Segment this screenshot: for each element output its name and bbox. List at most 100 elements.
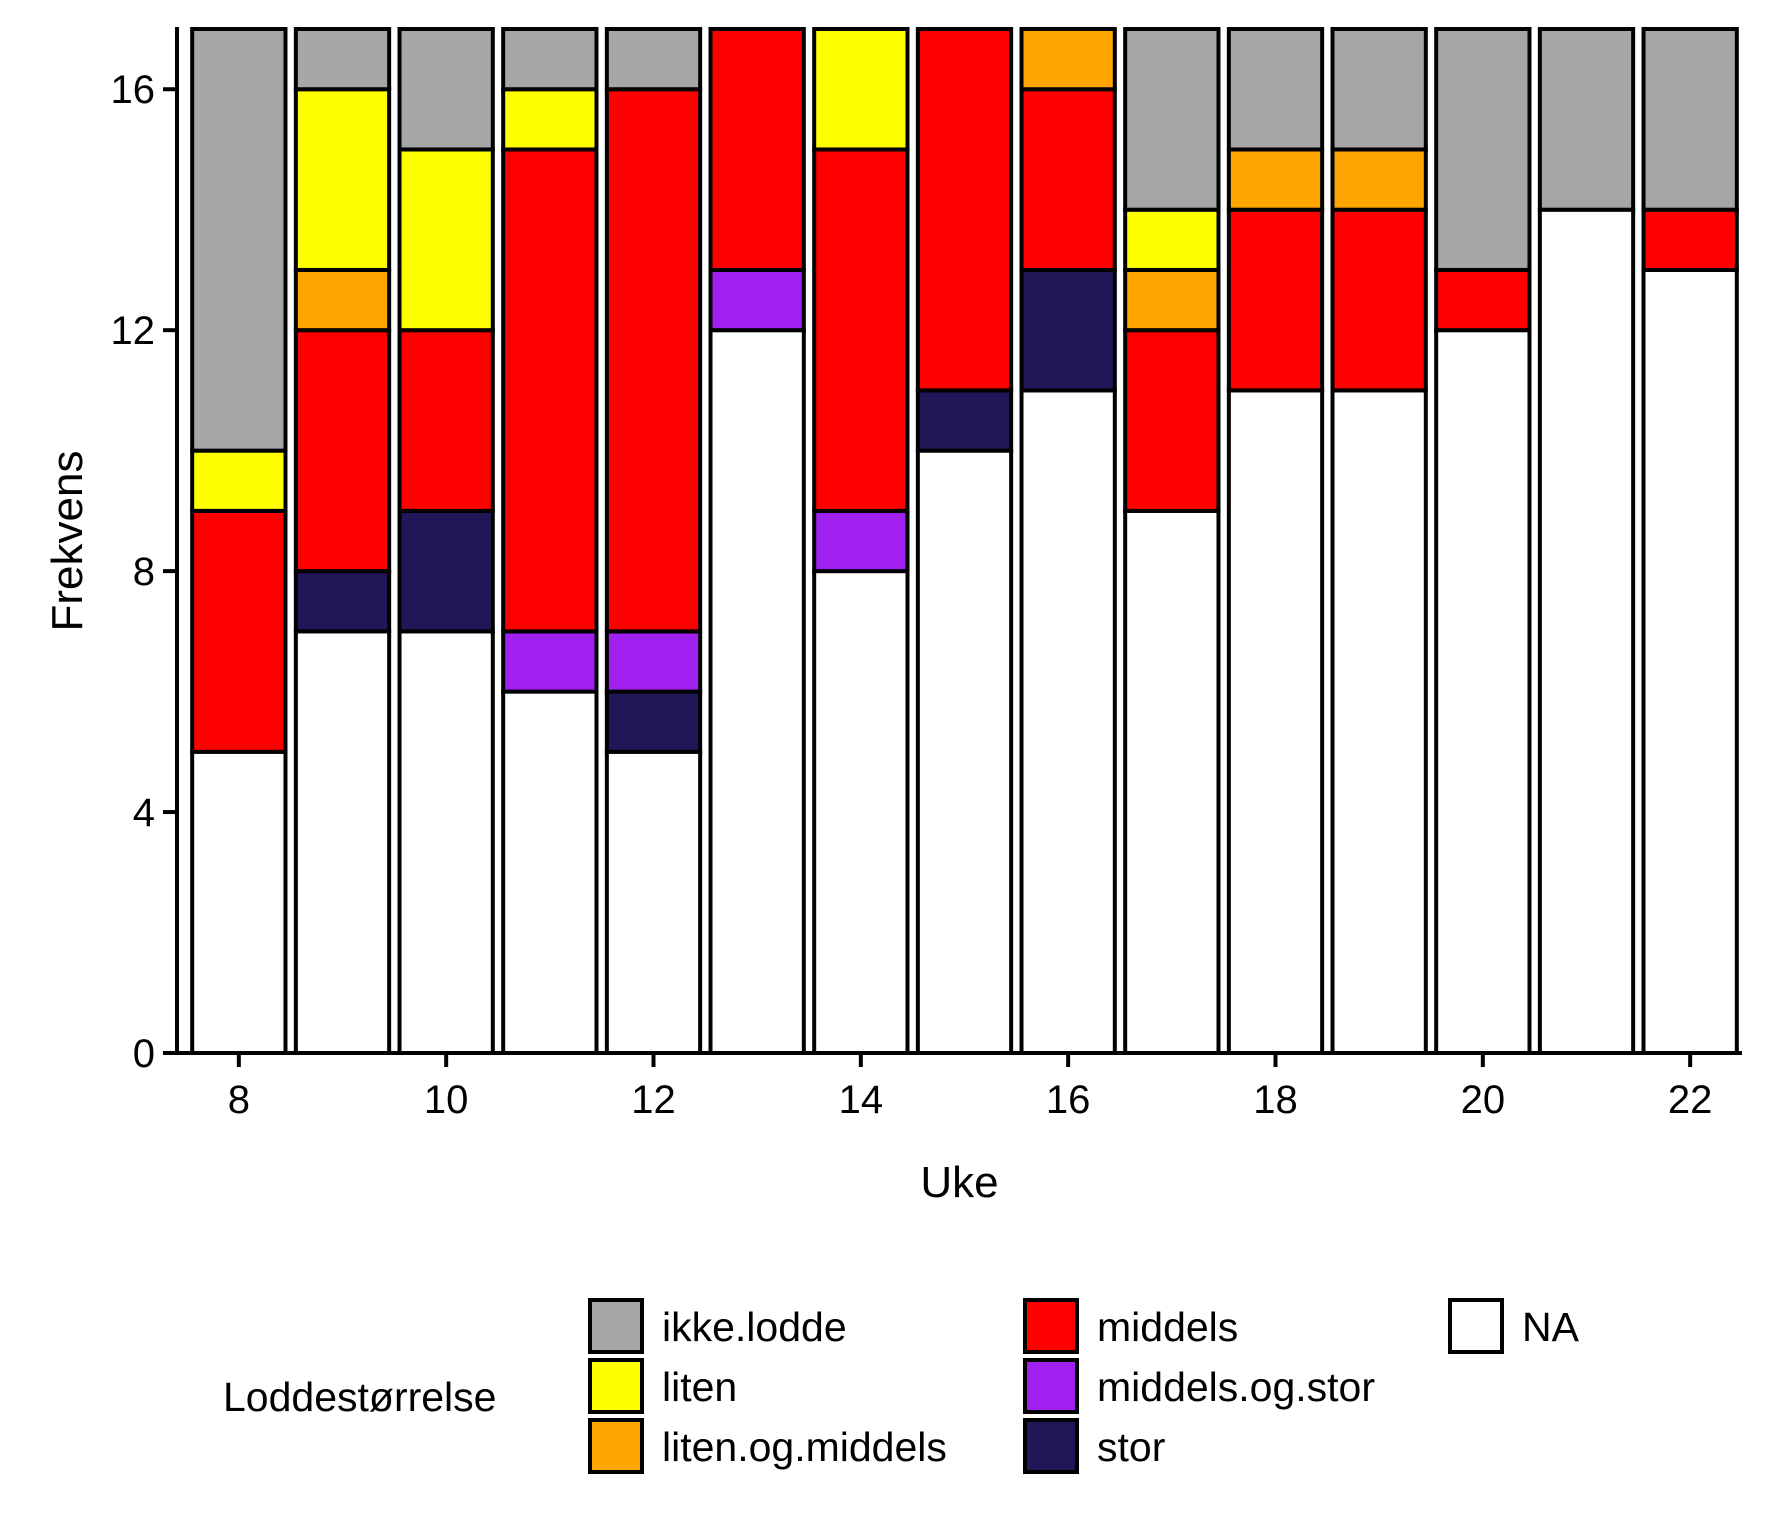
bar-segment-middels — [293, 328, 392, 574]
bar-week-11 — [501, 27, 599, 1056]
bar-segment-NA — [1019, 388, 1117, 1056]
bar-segment-stor — [604, 689, 703, 754]
bar-segment-ikke-lodde — [1123, 27, 1221, 212]
bar-segment-liten — [812, 27, 910, 152]
bar-segment-middels — [1226, 207, 1325, 393]
legend-swatch — [1023, 1358, 1079, 1414]
legend-swatch — [1023, 1418, 1079, 1474]
bar-segment-NA — [1434, 328, 1532, 1056]
bar-segment-liten — [397, 147, 495, 333]
bar-segment-liten-og-middels — [1330, 147, 1428, 212]
y-tick-label: 12 — [111, 309, 156, 353]
legend-label: liten.og.middels — [662, 1424, 947, 1470]
bar-week-12 — [604, 27, 703, 1056]
x-tick-label: 8 — [228, 1078, 250, 1122]
bar-week-20 — [1434, 27, 1532, 1056]
legend-swatch — [1023, 1298, 1079, 1354]
bar-segment-ikke-lodde — [1434, 27, 1532, 272]
legend-swatch — [1448, 1298, 1504, 1354]
x-tick-label: 10 — [424, 1078, 469, 1122]
bar-segment-NA — [604, 749, 703, 1056]
bar-segment-stor — [397, 508, 495, 634]
bar-segment-middels — [708, 27, 806, 272]
x-tick-label: 22 — [1668, 1078, 1713, 1122]
bar-week-15 — [915, 27, 1014, 1056]
legend-item-middels-og-stor: middels.og.stor — [1023, 1358, 1375, 1414]
bar-week-9 — [293, 27, 392, 1056]
bar-week-14 — [812, 27, 910, 1056]
x-tick-label: 20 — [1461, 1078, 1506, 1122]
bar-segment-middels-og-stor — [812, 508, 910, 574]
bar-segment-middels — [1019, 87, 1117, 272]
legend-label: middels.og.stor — [1097, 1364, 1375, 1410]
bar-week-16 — [1019, 27, 1117, 1056]
bar-segment-middels — [190, 508, 288, 754]
bar-segment-liten-og-middels — [1123, 267, 1221, 333]
bar-segment-middels-og-stor — [604, 629, 703, 694]
bar-segment-middels — [915, 27, 1014, 393]
bar-segment-middels — [1641, 207, 1739, 272]
bar-week-13 — [708, 27, 806, 1056]
legend-item-middels: middels — [1023, 1298, 1238, 1354]
bar-segment-NA — [1641, 267, 1739, 1055]
bar-segment-ikke-lodde — [604, 27, 703, 92]
bar-segment-ikke-lodde — [1641, 27, 1739, 212]
bar-segment-ikke-lodde — [1330, 27, 1428, 152]
bar-segment-ikke-lodde — [190, 27, 288, 453]
bar-segment-stor — [293, 569, 392, 634]
legend-item-stor: stor — [1023, 1418, 1165, 1474]
bar-segment-ikke-lodde — [397, 27, 495, 152]
legend-label: ikke.lodde — [662, 1304, 847, 1350]
bar-segment-liten-og-middels — [1226, 147, 1325, 212]
bar-segment-liten — [1123, 207, 1221, 272]
bar-segment-middels — [604, 87, 703, 634]
bar-segment-middels-og-stor — [501, 629, 599, 694]
y-tick-label: 16 — [111, 68, 156, 112]
legend-item-liten: liten — [588, 1358, 737, 1414]
bar-segment-middels — [397, 328, 495, 513]
bar-segment-liten — [293, 87, 392, 272]
bar-segment-NA — [1330, 388, 1428, 1056]
bar-segment-middels — [501, 147, 599, 634]
bar-segment-ikke-lodde — [293, 27, 392, 92]
legend-items: ikke.lodde liten liten.og.middels middels mi… — [588, 1298, 1580, 1474]
bar-segment-ikke-lodde — [1226, 27, 1325, 152]
bar-segment-NA — [501, 689, 599, 1056]
bar-segment-NA — [293, 629, 392, 1056]
bar-week-22 — [1641, 27, 1739, 1055]
legend-swatch — [588, 1298, 644, 1354]
y-tick-label: 0 — [133, 1032, 155, 1076]
bar-segment-liten-og-middels — [1019, 27, 1117, 92]
y-tick-label: 8 — [133, 550, 155, 594]
legend-title: Loddestørrelse — [223, 1374, 496, 1420]
bar-segment-NA — [1537, 207, 1636, 1056]
bar-segment-liten — [501, 87, 599, 152]
legend-item-liten-og-middels: liten.og.middels — [588, 1418, 947, 1474]
bar-segment-NA — [397, 629, 495, 1056]
x-tick-label: 12 — [631, 1078, 676, 1122]
legend-label: NA — [1522, 1304, 1580, 1350]
y-tick-label: 4 — [133, 791, 155, 835]
bar-week-21 — [1537, 27, 1636, 1056]
x-axis-title: Uke — [920, 1158, 998, 1207]
axes-layer: 0 4 8 12 16 8 10 12 14 16 18 20 22 — [111, 27, 1742, 1122]
bar-segment-middels — [1434, 267, 1532, 333]
bar-segment-stor — [1019, 267, 1117, 393]
legend-swatch — [588, 1418, 644, 1474]
legend-item-ikke-lodde: ikke.lodde — [588, 1298, 847, 1354]
bar-segment-middels-og-stor — [708, 267, 806, 333]
bar-segment-ikke-lodde — [1537, 27, 1636, 212]
x-tick-label: 16 — [1046, 1078, 1091, 1122]
bar-week-10 — [397, 27, 495, 1056]
bar-segment-middels — [1123, 328, 1221, 513]
legend: Loddestørrelse ikke.lodde liten liten.og.m… — [223, 1298, 1580, 1474]
y-axis-title: Frekvens — [43, 451, 92, 632]
legend-swatch — [588, 1358, 644, 1414]
bar-segment-liten-og-middels — [293, 267, 392, 333]
bars-layer — [190, 27, 1739, 1056]
bar-segment-NA — [1123, 508, 1221, 1056]
legend-label: middels — [1097, 1304, 1238, 1350]
bar-week-19 — [1330, 27, 1428, 1056]
bar-segment-NA — [915, 448, 1014, 1056]
